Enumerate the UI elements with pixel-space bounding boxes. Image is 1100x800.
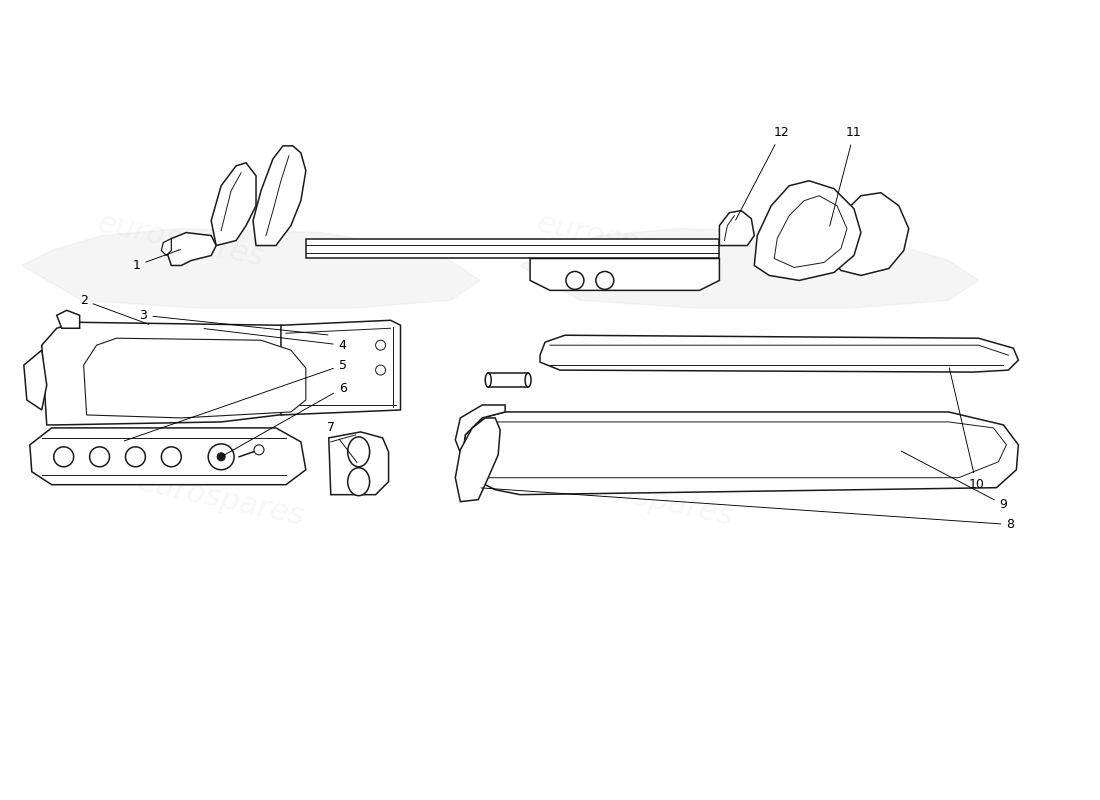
Circle shape: [208, 444, 234, 470]
Polygon shape: [280, 320, 400, 415]
Text: 4: 4: [204, 329, 346, 352]
Polygon shape: [755, 181, 861, 281]
Text: 10: 10: [949, 368, 984, 491]
Text: 5: 5: [124, 358, 346, 441]
Polygon shape: [30, 428, 306, 485]
Polygon shape: [166, 233, 217, 266]
Text: 11: 11: [829, 126, 861, 226]
Polygon shape: [830, 193, 909, 275]
Text: 3: 3: [140, 309, 328, 335]
Polygon shape: [462, 412, 1019, 494]
Circle shape: [375, 340, 386, 350]
Polygon shape: [22, 229, 481, 308]
Circle shape: [54, 447, 74, 466]
Polygon shape: [520, 229, 979, 308]
Polygon shape: [488, 373, 528, 387]
Polygon shape: [455, 405, 505, 458]
Polygon shape: [530, 258, 719, 290]
Text: eurospares: eurospares: [563, 468, 736, 531]
Text: 7: 7: [327, 422, 358, 462]
Polygon shape: [253, 146, 306, 246]
Circle shape: [217, 453, 226, 461]
Polygon shape: [455, 418, 500, 502]
Polygon shape: [211, 163, 256, 246]
Polygon shape: [24, 350, 47, 410]
Text: 2: 2: [79, 294, 148, 324]
Ellipse shape: [525, 373, 531, 387]
Ellipse shape: [485, 373, 492, 387]
Polygon shape: [42, 322, 336, 425]
Circle shape: [125, 447, 145, 466]
Text: eurospares: eurospares: [534, 209, 706, 273]
Text: 1: 1: [132, 250, 180, 272]
Text: 12: 12: [736, 126, 789, 220]
Text: 8: 8: [481, 488, 1014, 531]
Polygon shape: [57, 310, 79, 328]
Polygon shape: [329, 432, 388, 494]
Polygon shape: [84, 338, 306, 418]
Ellipse shape: [348, 468, 370, 496]
Polygon shape: [719, 210, 755, 246]
Ellipse shape: [348, 437, 370, 466]
Circle shape: [596, 271, 614, 290]
Text: 9: 9: [901, 451, 1008, 511]
Text: eurospares: eurospares: [95, 209, 267, 273]
Circle shape: [565, 271, 584, 290]
Polygon shape: [306, 238, 719, 258]
Polygon shape: [162, 238, 172, 255]
Circle shape: [375, 365, 386, 375]
Polygon shape: [540, 335, 1019, 372]
Polygon shape: [774, 196, 847, 267]
Text: 6: 6: [223, 382, 346, 455]
Circle shape: [89, 447, 110, 466]
Circle shape: [162, 447, 182, 466]
Text: eurospares: eurospares: [135, 468, 308, 531]
Circle shape: [254, 445, 264, 455]
